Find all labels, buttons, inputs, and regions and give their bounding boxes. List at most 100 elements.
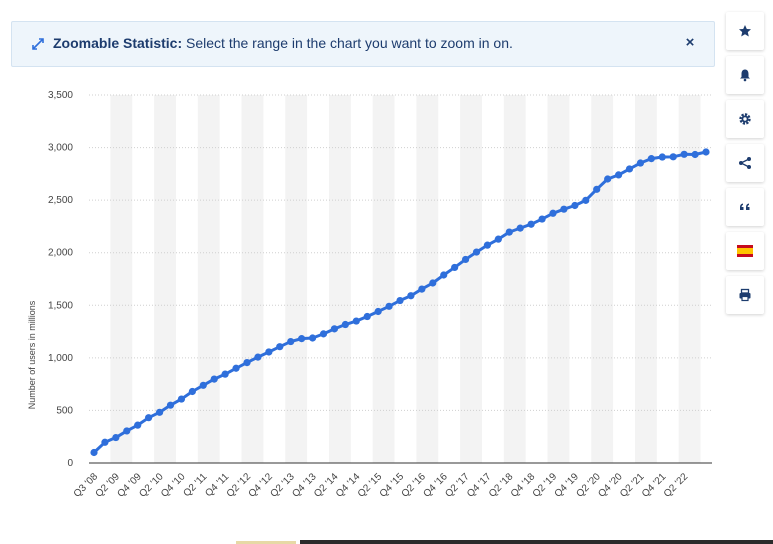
y-tick-label: 1,000 xyxy=(48,353,73,364)
data-point xyxy=(407,292,415,300)
data-point xyxy=(669,153,677,161)
background-band xyxy=(416,95,439,463)
zoom-arrows-icon xyxy=(32,38,44,50)
share-button[interactable] xyxy=(726,144,764,182)
data-point xyxy=(101,438,109,446)
background-band xyxy=(591,95,614,463)
data-point xyxy=(243,358,251,367)
data-point xyxy=(691,150,699,159)
data-point xyxy=(483,241,492,249)
chart-area[interactable]: 0 500 1,000 1,500 2,000 2,500 3,000 3,500 Q3 '08… xyxy=(0,80,720,544)
background-band xyxy=(547,95,570,463)
background-band xyxy=(110,95,133,463)
data-point xyxy=(702,148,710,156)
data-point xyxy=(308,334,317,342)
data-point xyxy=(232,364,240,372)
x-tick-label: Q2 '11 xyxy=(182,471,210,499)
data-point xyxy=(374,307,382,316)
data-point xyxy=(461,255,470,264)
gear-icon xyxy=(739,113,751,125)
data-point xyxy=(254,353,262,361)
y-axis-label: Number of users in millions xyxy=(27,300,37,410)
notification-button[interactable] xyxy=(726,56,764,94)
data-point xyxy=(396,296,404,305)
background-band xyxy=(372,95,395,463)
background-band xyxy=(328,95,351,463)
data-point xyxy=(429,279,437,287)
y-tick-label: 2,000 xyxy=(48,248,73,259)
banner-title: Zoomable Statistic: xyxy=(53,35,183,51)
data-point xyxy=(516,224,524,232)
quote-icon xyxy=(740,203,750,210)
data-point xyxy=(549,209,557,217)
data-point xyxy=(385,302,393,310)
data-point xyxy=(440,271,448,279)
data-point xyxy=(647,155,655,163)
background-band xyxy=(503,95,526,463)
data-point xyxy=(527,220,535,228)
data-point xyxy=(538,215,546,223)
data-point xyxy=(166,401,175,409)
data-point xyxy=(560,205,568,213)
data-point xyxy=(177,395,186,403)
data-point xyxy=(582,196,590,204)
banner-text: Zoomable Statistic: Select the range in … xyxy=(53,35,513,51)
data-point xyxy=(352,317,360,325)
data-point xyxy=(472,248,481,256)
data-point xyxy=(451,263,459,272)
star-icon xyxy=(739,25,751,37)
footer-strip-left xyxy=(236,541,296,544)
data-point xyxy=(112,433,120,442)
data-point xyxy=(298,335,306,343)
y-tick-label: 2,500 xyxy=(48,195,73,206)
share-icon xyxy=(739,157,751,169)
banner-message: Select the range in the chart you want t… xyxy=(186,35,513,51)
data-point xyxy=(134,421,142,429)
data-point xyxy=(494,235,502,243)
data-point xyxy=(571,201,579,210)
data-point xyxy=(614,171,623,179)
spain-flag-icon xyxy=(737,245,753,257)
data-point xyxy=(363,312,371,321)
data-point xyxy=(188,387,196,396)
data-point xyxy=(319,330,328,338)
data-point xyxy=(625,165,634,173)
background-band xyxy=(154,95,176,463)
data-point xyxy=(90,448,98,457)
zoom-banner: Zoomable Statistic: Select the range in … xyxy=(11,21,715,67)
print-button[interactable] xyxy=(726,276,764,314)
data-point xyxy=(145,414,153,422)
print-icon xyxy=(739,288,751,302)
data-point xyxy=(221,370,229,378)
y-tick-label: 3,000 xyxy=(48,143,73,154)
y-tick-label: 1,500 xyxy=(48,300,73,311)
data-point xyxy=(636,159,645,167)
language-button[interactable] xyxy=(726,232,764,270)
y-tick-label: 500 xyxy=(56,405,73,416)
bell-icon xyxy=(740,69,750,82)
data-point xyxy=(593,185,601,193)
data-point xyxy=(265,348,273,356)
data-point xyxy=(210,375,218,383)
cite-button[interactable] xyxy=(726,188,764,226)
y-tick-label: 0 xyxy=(67,458,73,469)
data-point xyxy=(155,408,164,416)
data-point xyxy=(341,320,349,329)
data-point xyxy=(658,153,666,161)
footer-strip xyxy=(300,540,773,544)
background-band xyxy=(285,95,308,463)
background-band xyxy=(678,95,701,463)
background-band xyxy=(460,95,482,463)
data-point xyxy=(505,228,513,236)
data-point xyxy=(123,427,131,435)
close-button[interactable]: × xyxy=(685,34,695,51)
settings-button[interactable] xyxy=(726,100,764,138)
background-band xyxy=(241,95,264,463)
bookmark-button[interactable] xyxy=(726,12,764,50)
background-band xyxy=(634,95,657,463)
data-point xyxy=(199,381,207,389)
data-point xyxy=(418,285,426,293)
y-tick-label: 3,500 xyxy=(48,90,73,101)
x-tick-label: Q2 '22 xyxy=(662,471,691,500)
